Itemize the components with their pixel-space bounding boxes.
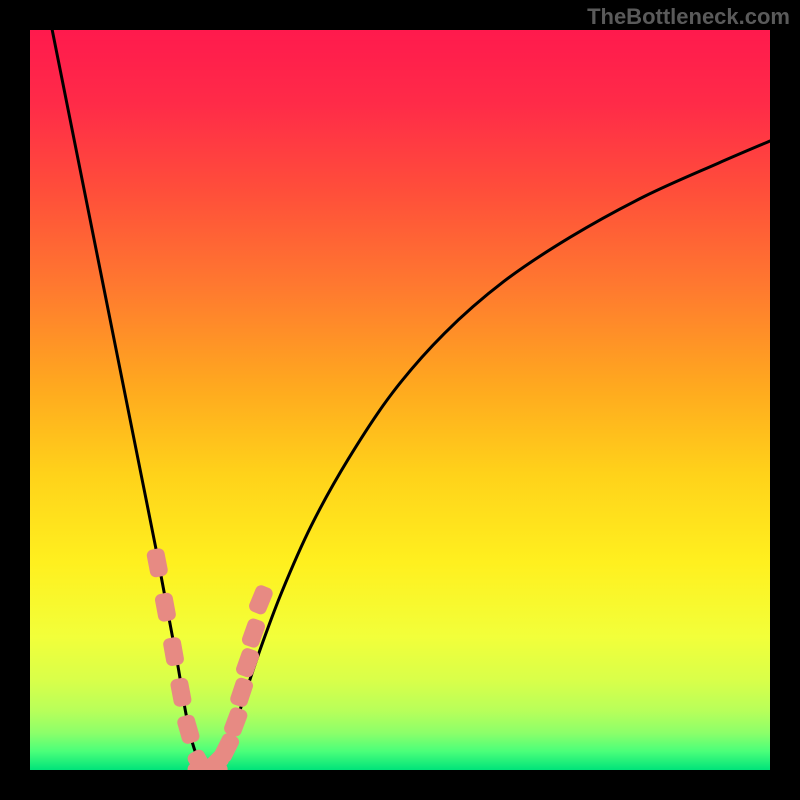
curve-floor-marker (188, 763, 228, 770)
curve-layer (30, 30, 770, 770)
watermark-text: TheBottleneck.com (587, 4, 790, 30)
curve-left-branch (52, 30, 207, 770)
curve-marker (222, 706, 249, 739)
curve-right-branch (208, 141, 770, 770)
chart-container: TheBottleneck.com (0, 0, 800, 800)
curve-marker (146, 547, 169, 578)
curve-marker (162, 636, 185, 667)
curve-marker (247, 583, 274, 616)
curve-marker (170, 677, 193, 708)
curve-marker (229, 676, 255, 708)
curve-marker (154, 592, 177, 623)
curve-marker (234, 646, 260, 678)
plot-area (30, 30, 770, 770)
curve-marker (176, 713, 201, 745)
